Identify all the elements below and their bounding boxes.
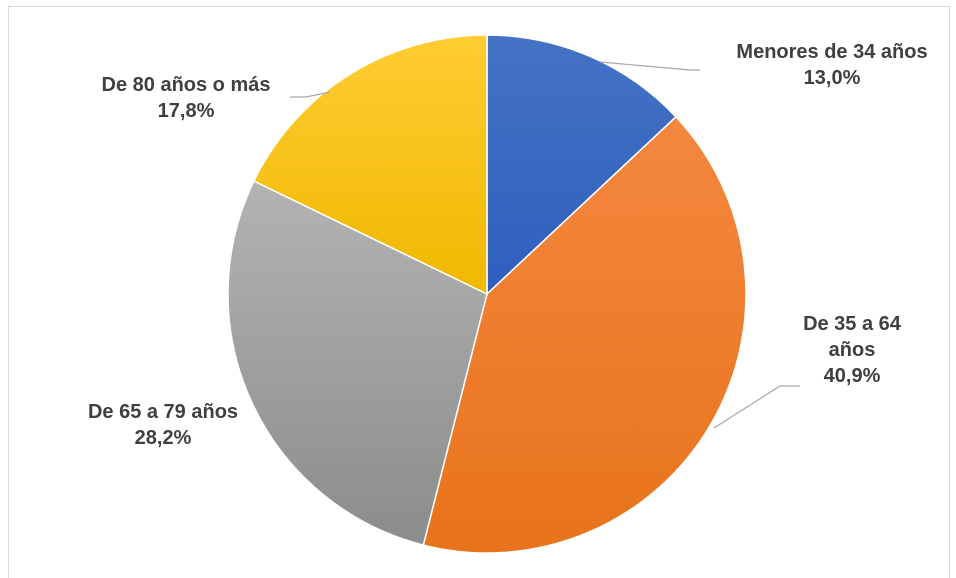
- leader-line-1: [599, 61, 700, 71]
- leader-line-2: [713, 385, 800, 429]
- slice-category-label: De 80 años o más: [102, 74, 271, 96]
- slice-value-label: 40,9%: [824, 365, 881, 387]
- pie-slice-4: [252, 34, 488, 296]
- pie-slice-2: [422, 115, 747, 554]
- slice-value-label: 17,8%: [158, 100, 215, 122]
- pie-slice-1: [486, 34, 678, 296]
- data-label-4: De 80 años o más 17,8%: [102, 74, 271, 122]
- leader-line-4: [290, 91, 331, 98]
- slice-category-label: De 65 a 79 años: [88, 401, 238, 423]
- slice-value-label: 13,0%: [804, 67, 861, 89]
- data-label-2: De 35 a 64 años 40,9%: [803, 313, 902, 387]
- data-label-3: De 65 a 79 años 28,2%: [88, 401, 238, 449]
- slice-category-label: De 35 a 64: [803, 313, 902, 335]
- pie-slice-3: [227, 180, 488, 546]
- chart-frame: [8, 6, 950, 578]
- slice-value-label: 28,2%: [135, 427, 192, 449]
- data-label-1: Menores de 34 años 13,0%: [736, 41, 927, 89]
- slice-category-label: años: [829, 339, 876, 361]
- slice-category-label: Menores de 34 años: [736, 41, 927, 63]
